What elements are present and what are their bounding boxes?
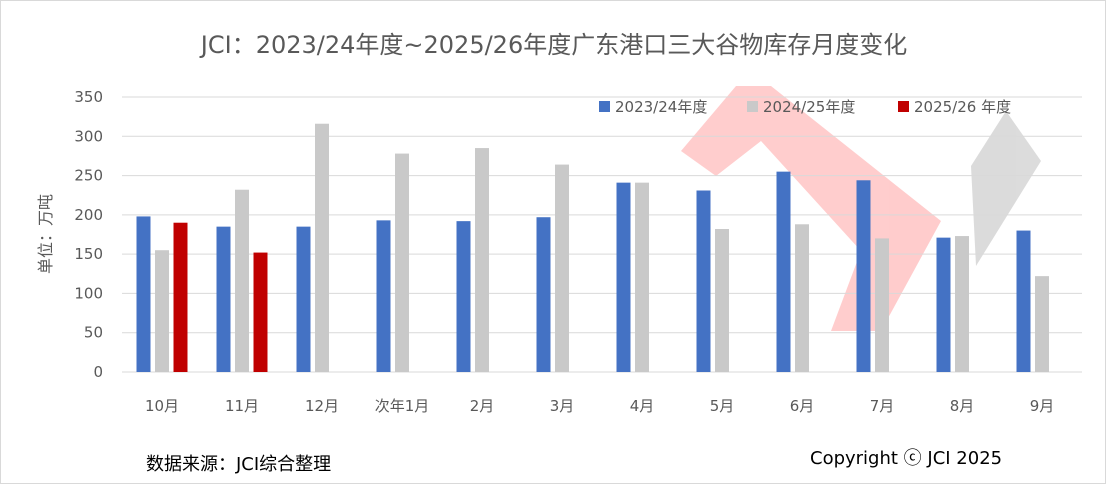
x-tick-label: 7月 — [870, 397, 895, 415]
copyright-note: Copyright ⓒ JCI 2025 — [810, 448, 1002, 469]
y-tick-label: 100 — [74, 284, 103, 302]
bar-1-6 — [536, 217, 551, 372]
bar-2-3 — [315, 123, 329, 372]
y-tick-label: 200 — [74, 206, 103, 224]
bar-2-10 — [875, 238, 889, 372]
bar-1-11 — [936, 237, 951, 372]
y-axis-label: 单位：万吨 — [36, 194, 55, 274]
bar-1-8 — [696, 190, 711, 372]
legend-swatch — [898, 101, 909, 112]
x-tick-label: 12月 — [305, 397, 339, 415]
bar-1-2 — [216, 226, 231, 372]
bar-1-5 — [456, 221, 471, 372]
bar-2-11 — [955, 236, 969, 372]
legend-swatch — [747, 101, 758, 112]
bar-2-9 — [795, 224, 809, 372]
bar-2-6 — [555, 164, 569, 372]
bar-2-4 — [395, 153, 409, 372]
bar-1-7 — [616, 182, 631, 372]
legend-label: 2024/25年度 — [763, 98, 855, 116]
bar-1-9 — [776, 171, 791, 372]
bar-2-2 — [235, 189, 249, 372]
bar-3-1 — [173, 222, 188, 372]
source-note: 数据来源：JCI综合整理 — [146, 454, 331, 475]
y-tick-label: 50 — [84, 324, 103, 342]
legend-label: 2025/26 年度 — [914, 98, 1011, 116]
legend-label: 2023/24年度 — [615, 98, 707, 116]
x-tick-label: 10月 — [145, 397, 179, 415]
bar-2-5 — [475, 148, 489, 372]
y-tick-label: 150 — [74, 245, 103, 263]
bar-1-4 — [376, 220, 391, 372]
x-tick-label: 11月 — [225, 397, 259, 415]
bar-1-3 — [296, 226, 311, 372]
bar-1-10 — [856, 180, 871, 372]
y-tick-label: 300 — [74, 127, 103, 145]
bar-2-12 — [1035, 276, 1049, 372]
x-tick-label: 6月 — [790, 397, 815, 415]
legend-swatch — [599, 101, 610, 112]
bar-2-7 — [635, 182, 649, 372]
y-tick-label: 0 — [93, 363, 103, 381]
x-tick-label: 9月 — [1030, 397, 1055, 415]
x-tick-label: 次年1月 — [375, 397, 430, 415]
chart-title: JCI：2023/24年度~2025/26年度广东港口三大谷物库存月度变化 — [199, 31, 907, 59]
y-tick-label: 350 — [74, 88, 103, 106]
bar-1-12 — [1016, 230, 1031, 372]
bar-2-8 — [715, 229, 729, 372]
x-tick-label: 5月 — [710, 397, 735, 415]
x-tick-label: 2月 — [470, 397, 495, 415]
bar-3-2 — [253, 252, 268, 372]
bar-1-1 — [136, 216, 151, 372]
x-tick-label: 8月 — [950, 397, 975, 415]
bar-2-1 — [155, 250, 169, 372]
y-tick-label: 250 — [74, 167, 103, 185]
x-tick-label: 4月 — [630, 397, 655, 415]
x-tick-label: 3月 — [550, 397, 575, 415]
